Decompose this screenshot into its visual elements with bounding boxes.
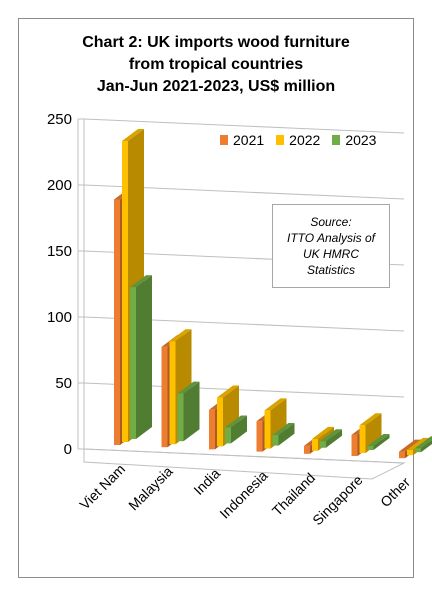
chart-title: Chart 2: UK imports wood furniture from … <box>18 32 414 98</box>
floor <box>83 448 406 480</box>
bar-2023-singapore <box>367 434 390 450</box>
legend-swatch-2022 <box>276 135 285 145</box>
legend-swatch-2021 <box>220 135 228 145</box>
source-line-4: Statistics <box>306 263 355 277</box>
bar-2023-malaysia <box>177 381 200 442</box>
legend-label-2021: 2021 <box>233 132 265 148</box>
x-tick-label: Indonesia <box>216 467 270 521</box>
y-tick-label: 250 <box>47 111 72 128</box>
legend-swatch-2023 <box>332 135 341 145</box>
legend-label-2023: 2023 <box>345 132 377 148</box>
chart-title-line-1: Chart 2: UK imports wood furniture <box>82 34 350 51</box>
y-tick-label: 150 <box>47 243 72 260</box>
legend-item-2021: 2021 <box>220 132 264 148</box>
bar-2023-indonesia <box>272 423 295 446</box>
x-tick-label: Other <box>377 474 413 510</box>
source-note: Source: ITTO Analysis of UK HMRC Statist… <box>272 204 390 288</box>
x-tick-label: Thailand <box>269 470 318 519</box>
source-line-3: UK HMRC <box>303 247 359 261</box>
y-tick-label: 50 <box>55 375 72 392</box>
source-line-1: Source: <box>310 215 352 229</box>
y-tick-label: 100 <box>47 309 72 326</box>
legend-item-2022: 2022 <box>276 132 320 148</box>
bar-2023-thailand <box>320 429 342 448</box>
bar-series <box>114 129 432 459</box>
bar-2023-viet-nam <box>130 275 152 439</box>
x-tick-label: Malaysia <box>125 463 176 514</box>
y-tick-label: 200 <box>47 177 72 194</box>
y-axis: 0 50 100 150 200 250 <box>47 111 72 458</box>
bar-2023-other <box>415 436 432 453</box>
legend-item-2023: 2023 <box>332 132 376 148</box>
legend-label-2022: 2022 <box>289 132 321 148</box>
y-tick-label: 0 <box>64 441 72 458</box>
legend: 2021 2022 2023 <box>220 131 376 149</box>
x-tick-label: Viet Nam <box>76 461 128 513</box>
chart-title-line-3: Jan-Jun 2021-2023, US$ million <box>96 78 336 95</box>
gridline-250 <box>83 118 405 134</box>
source-line-2: ITTO Analysis of <box>286 231 376 245</box>
chart-title-line-2: from tropical countries <box>128 56 304 73</box>
x-tick-label: Singapore <box>309 472 366 529</box>
bar-2023-india <box>225 415 247 444</box>
